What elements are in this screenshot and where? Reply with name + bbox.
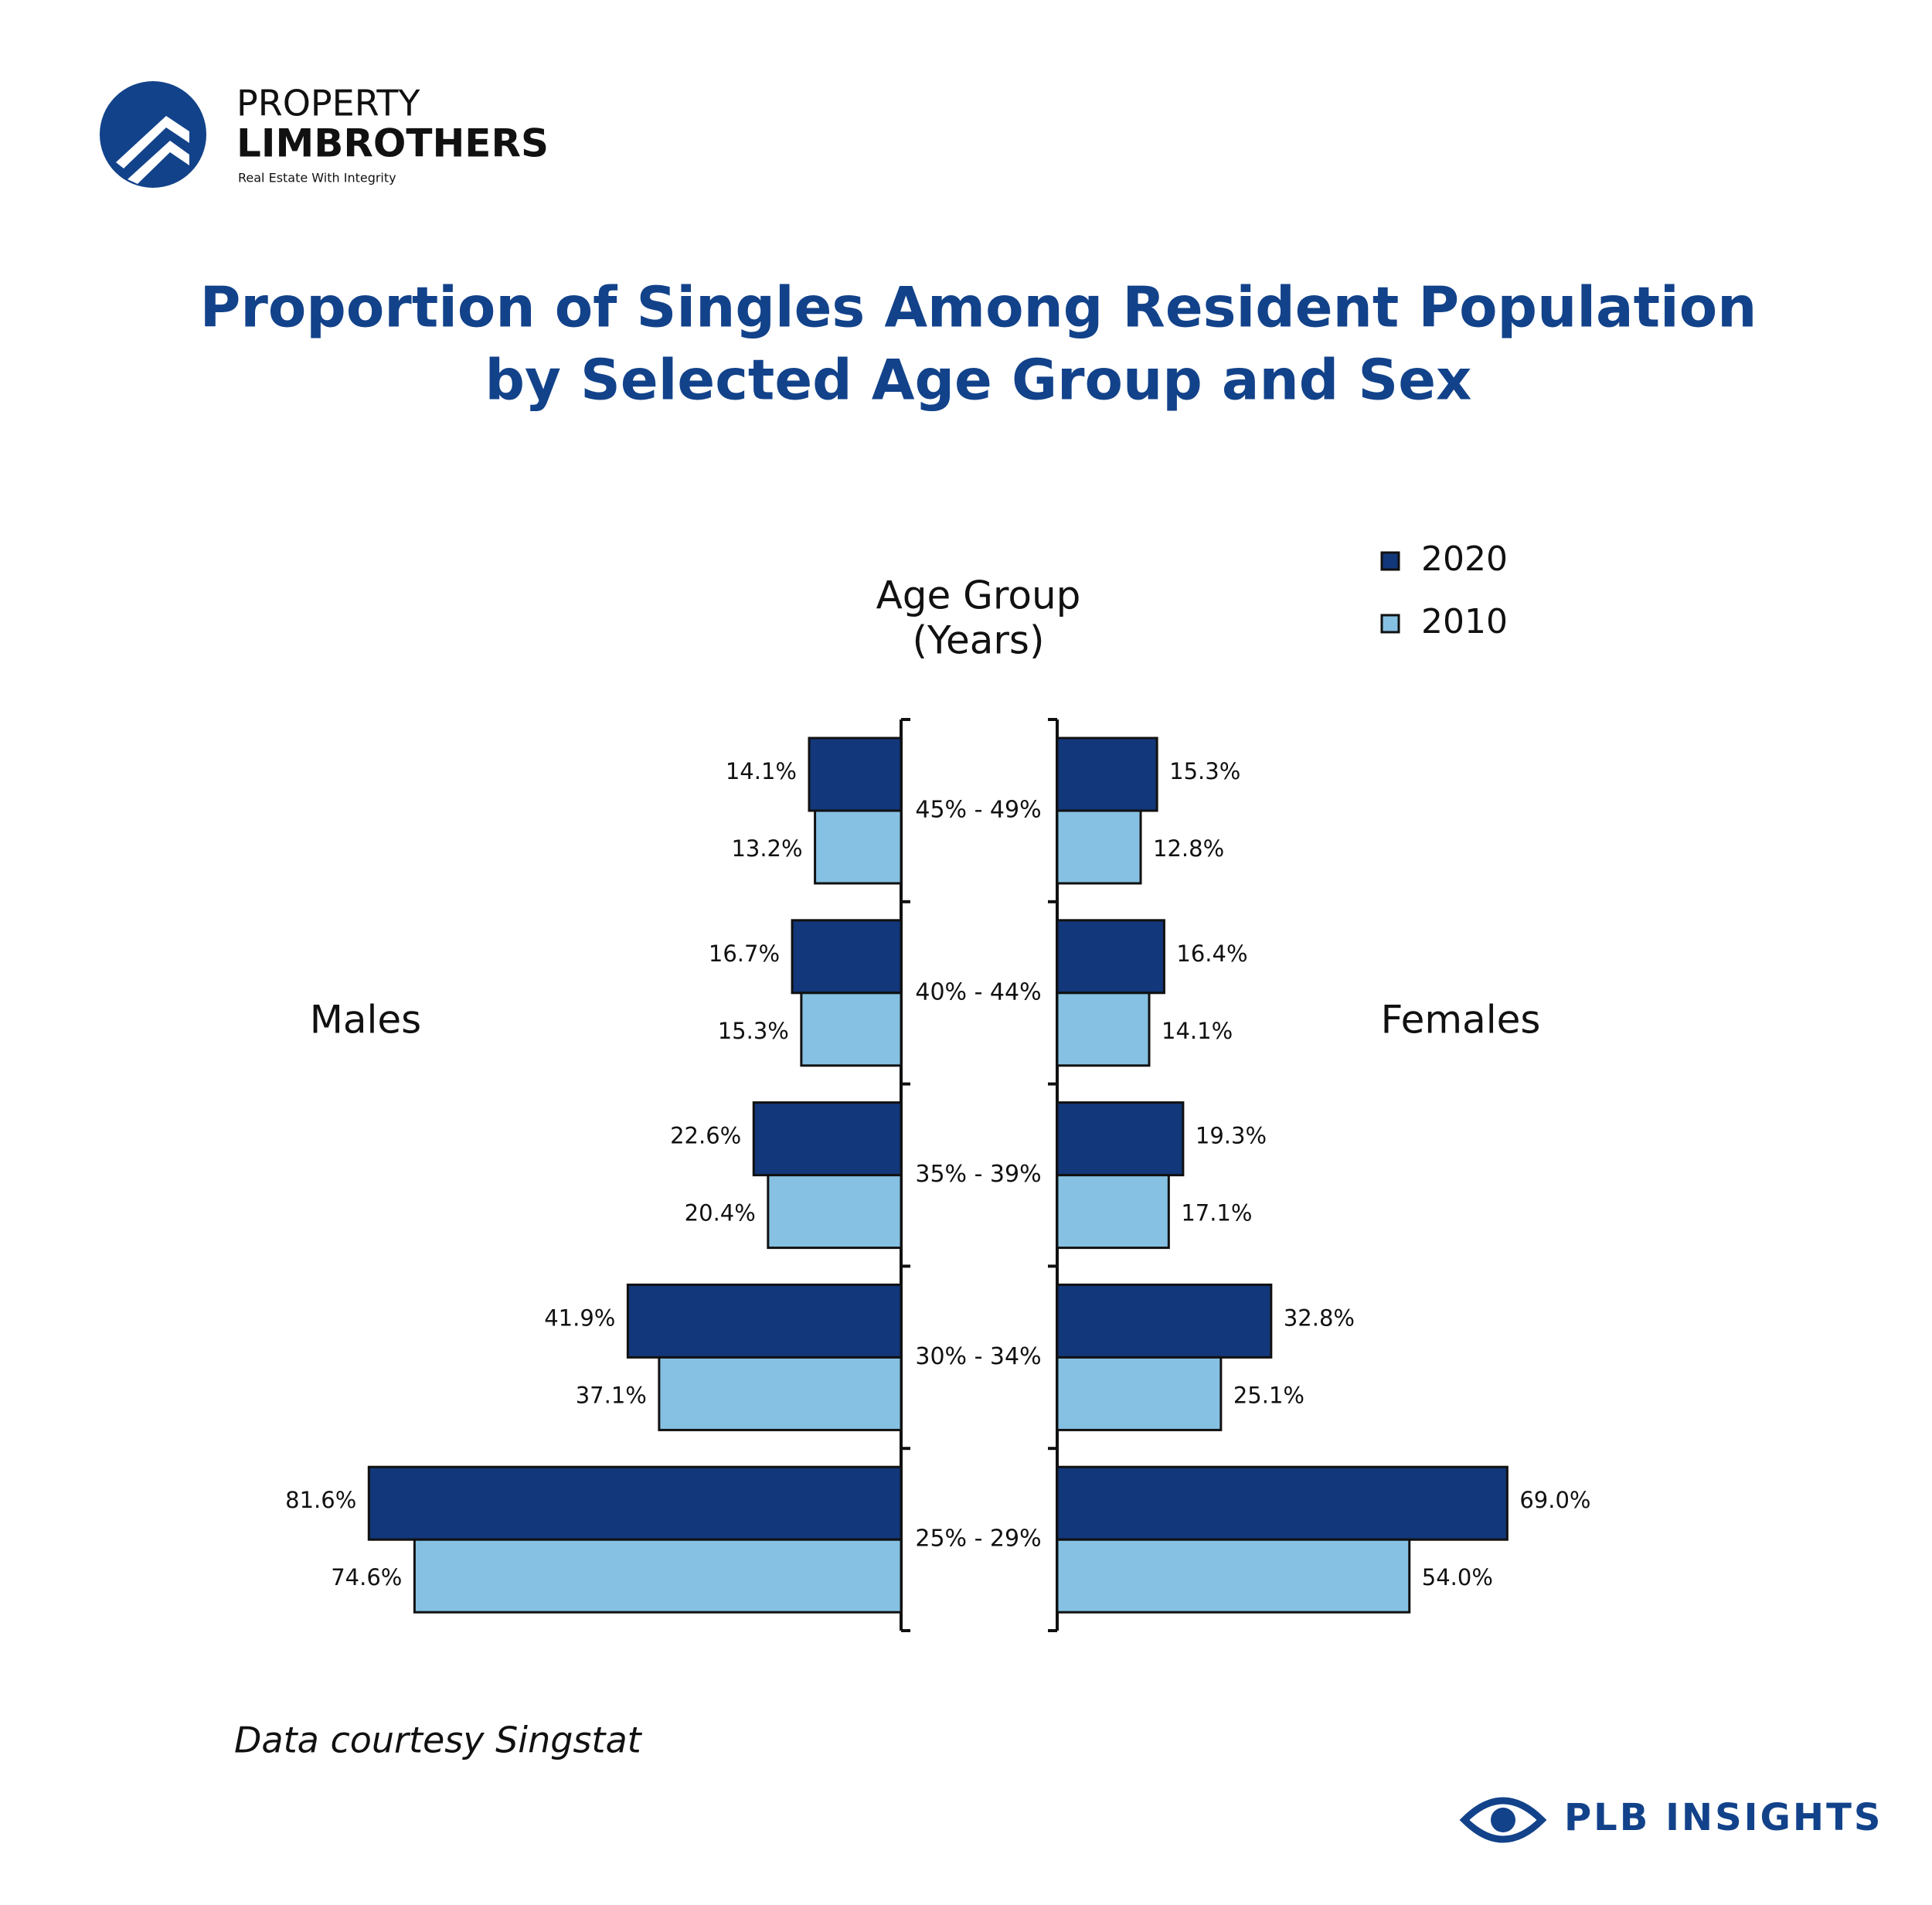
brand-top: PROPERTY [236, 83, 420, 124]
value-label: 69.0% [1519, 1487, 1590, 1513]
bar [814, 809, 903, 885]
bar [800, 992, 903, 1067]
source-note: Data courtesy Singstat [234, 1720, 643, 1761]
value-label: 16.4% [1176, 941, 1247, 967]
bar [1056, 1538, 1411, 1614]
brand-bottom: LIMBROTHERS [236, 121, 549, 166]
legend-swatch [1380, 551, 1400, 571]
value-label: 13.2% [731, 835, 802, 862]
eye-outline [1459, 1797, 1547, 1843]
value-label: 25.1% [1233, 1382, 1304, 1408]
side-label: Males [310, 998, 421, 1043]
value-label: 15.3% [718, 1018, 789, 1044]
category-label: 45% - 49% [915, 797, 1041, 824]
category-label: 35% - 39% [915, 1161, 1041, 1188]
bar [1056, 736, 1158, 812]
bar [767, 1174, 903, 1250]
bar [808, 736, 903, 812]
value-label: 81.6% [285, 1487, 356, 1513]
logo-mark [116, 116, 189, 184]
bar [1056, 1174, 1170, 1250]
chart-title: by Selected Age Group and Sex [485, 348, 1472, 413]
chart: 2020 2010 45% - 49% 14.1% 15.3% 13.2% 12.8% 40%… [285, 539, 1591, 1632]
value-label: 12.8% [1153, 835, 1224, 862]
logo [100, 81, 206, 188]
footer-brand: PLB INSIGHTS [1564, 1796, 1883, 1839]
value-label: 14.1% [1162, 1018, 1233, 1044]
eye-pupil [1491, 1808, 1515, 1832]
bar [1056, 919, 1165, 995]
bar [1056, 1356, 1223, 1431]
footer-icon [1459, 1797, 1547, 1843]
value-label: 41.9% [544, 1305, 615, 1331]
value-label: 15.3% [1169, 758, 1240, 784]
category-label: 30% - 34% [915, 1343, 1041, 1370]
brand-tagline: Real Estate With Integrity [238, 171, 396, 185]
bar [752, 1101, 903, 1177]
chart-title: Proportion of Singles Among Resident Pop… [200, 275, 1757, 340]
legend-label: 2020 [1421, 539, 1508, 579]
bar [791, 919, 903, 995]
bar [1056, 809, 1142, 885]
bar [413, 1538, 903, 1614]
value-label: 17.1% [1181, 1200, 1252, 1226]
bar [367, 1465, 903, 1541]
category-label: 25% - 29% [915, 1526, 1041, 1553]
bar [1056, 1283, 1273, 1359]
value-label: 37.1% [576, 1382, 647, 1408]
value-label: 32.8% [1284, 1305, 1355, 1331]
axis-title: Age Group [876, 573, 1081, 618]
value-label: 20.4% [685, 1200, 756, 1226]
value-label: 54.0% [1422, 1564, 1493, 1590]
bar [1056, 1101, 1185, 1177]
value-label: 16.7% [709, 941, 780, 967]
bar [658, 1356, 903, 1431]
bar [1056, 992, 1151, 1067]
side-label: Females [1381, 998, 1541, 1043]
category-label: 40% - 44% [915, 978, 1041, 1005]
value-label: 19.3% [1196, 1123, 1267, 1149]
axis-title: (Years) [913, 618, 1045, 663]
bar [1056, 1465, 1509, 1541]
value-label: 22.6% [670, 1123, 741, 1149]
value-label: 74.6% [331, 1564, 402, 1590]
legend-label: 2010 [1421, 602, 1508, 641]
legend-swatch [1380, 614, 1400, 634]
value-label: 14.1% [726, 758, 797, 784]
bar [626, 1283, 903, 1359]
